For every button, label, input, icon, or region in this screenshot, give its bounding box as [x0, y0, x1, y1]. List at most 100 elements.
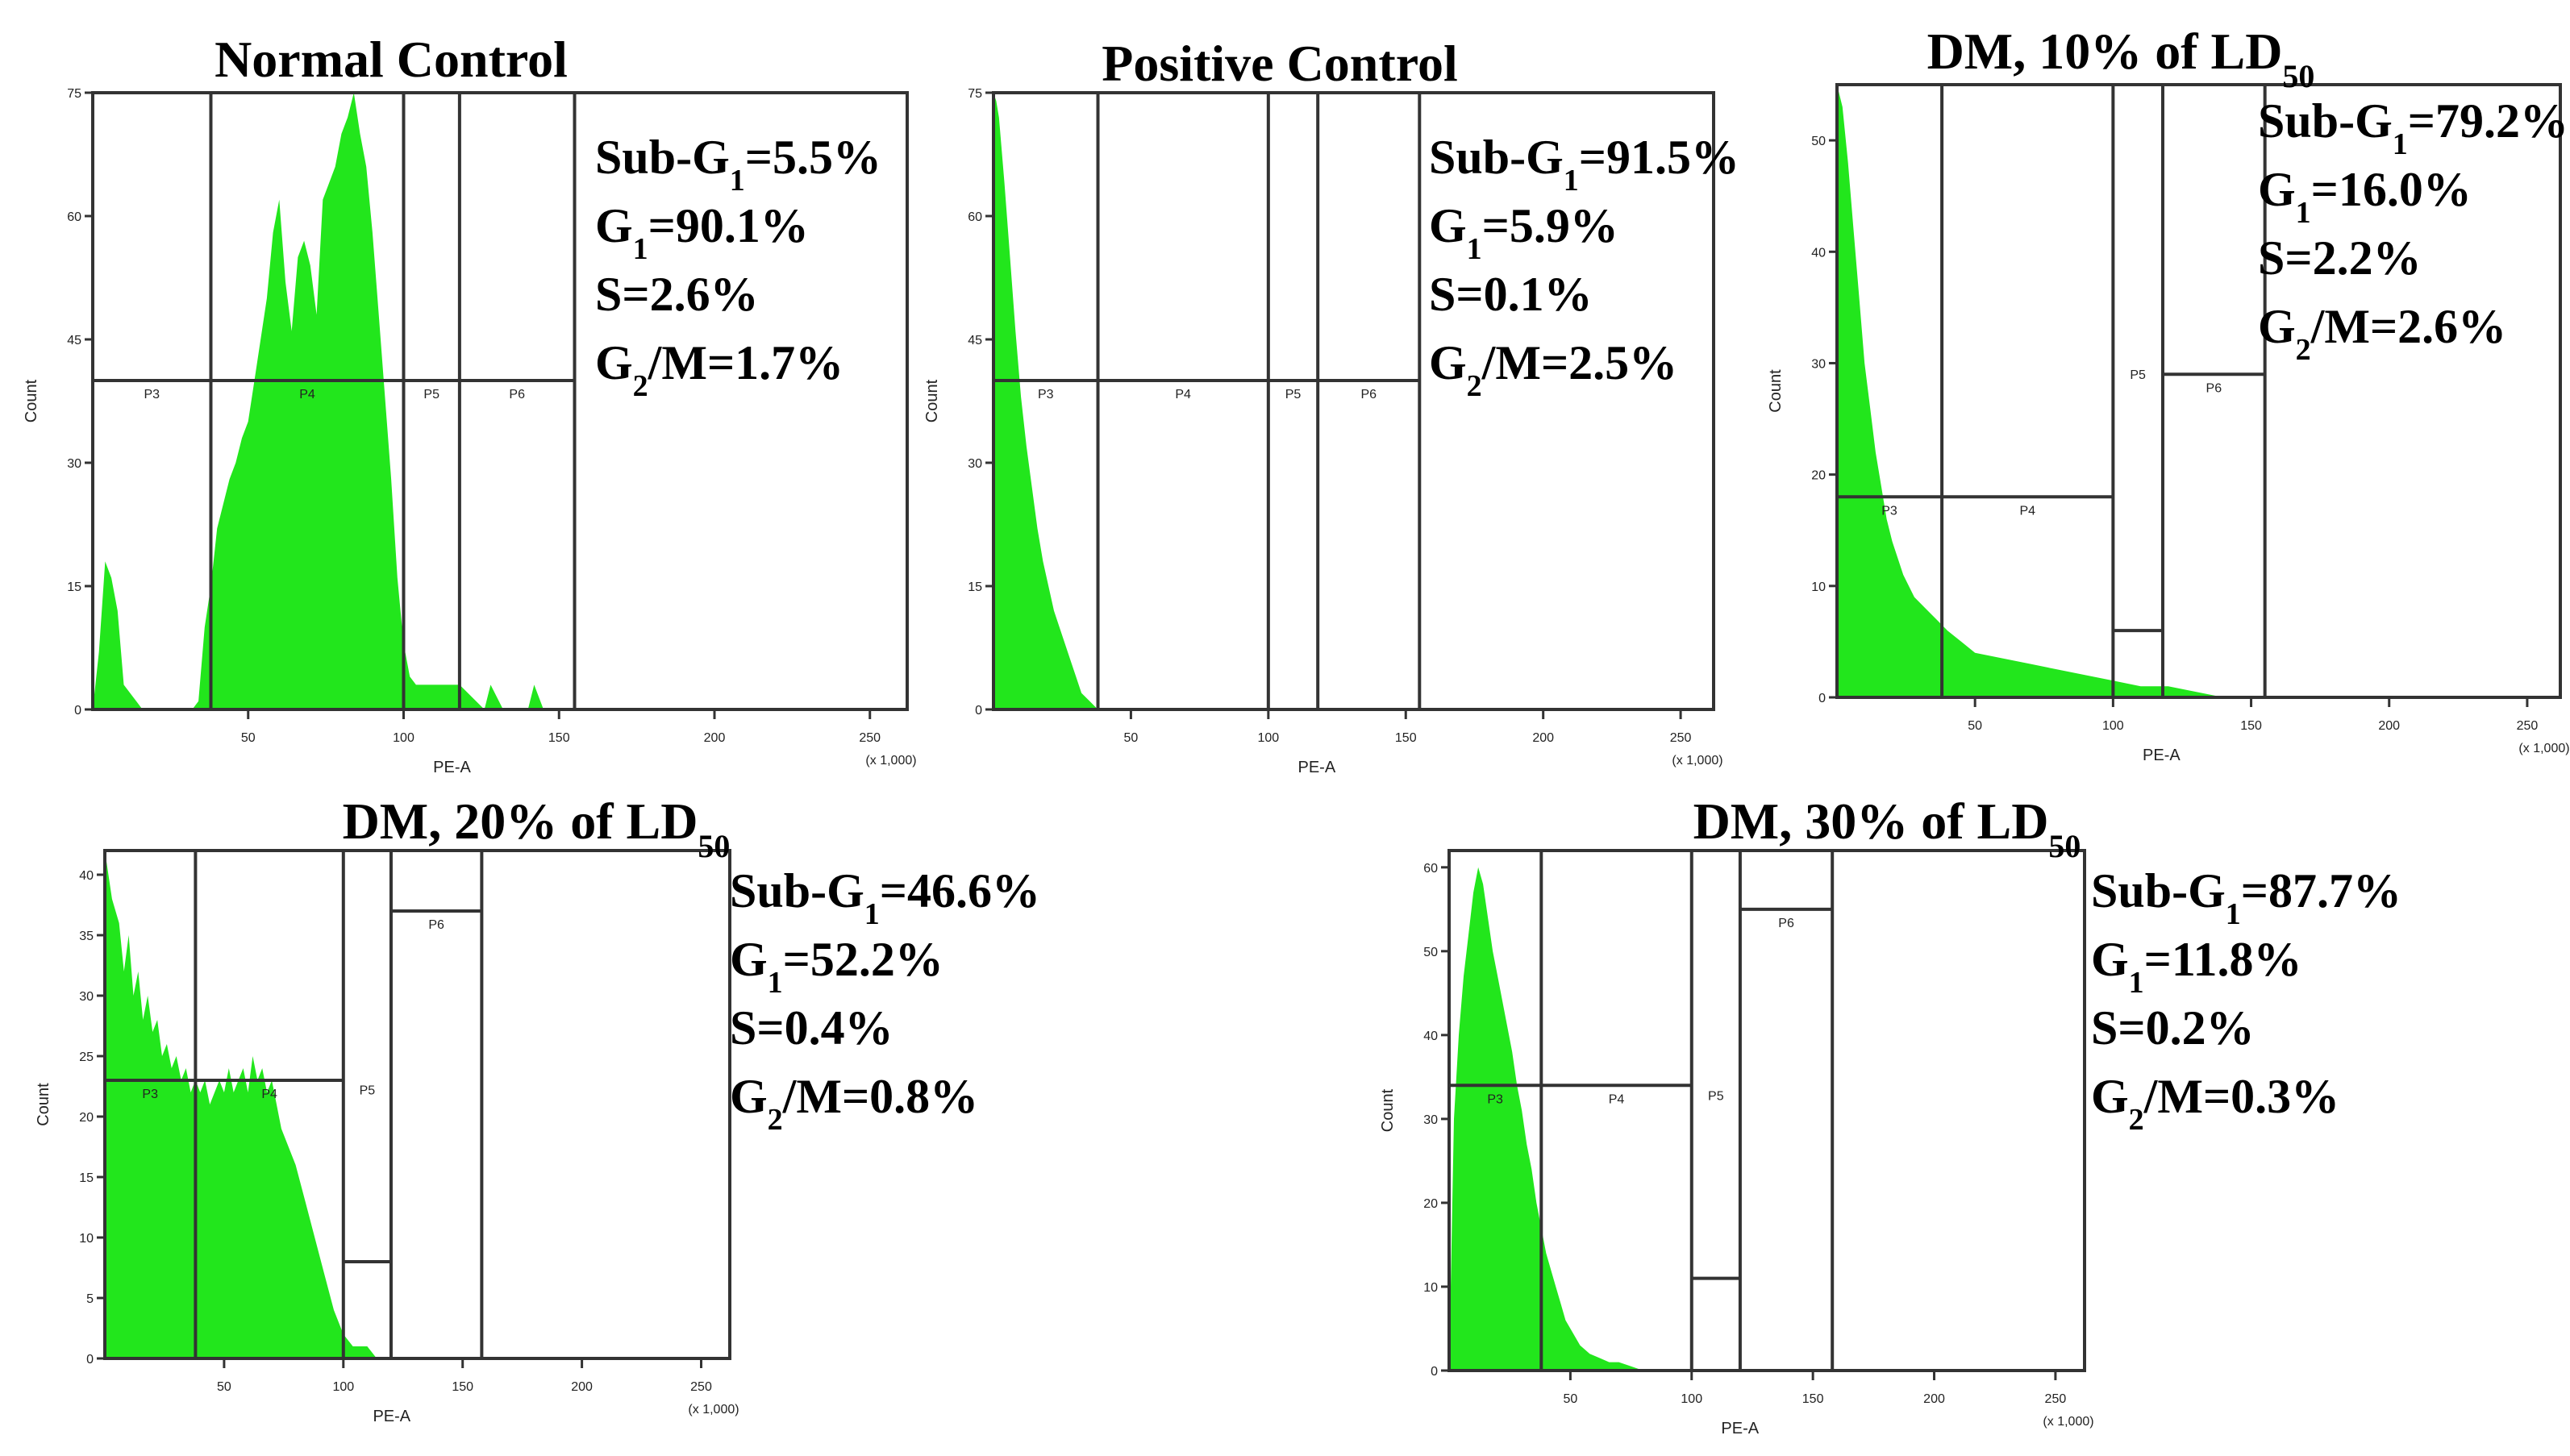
stat-value: =0.2% — [2118, 1001, 2254, 1055]
x-axis-unit: (x 1,000) — [2043, 1415, 2093, 1429]
x-tick-label: 150 — [1802, 1392, 1824, 1406]
y-tick-label: 60 — [1423, 862, 1438, 876]
y-tick-label: 30 — [67, 457, 81, 471]
gate-label: P5 — [360, 1084, 376, 1097]
y-tick-label: 10 — [1423, 1281, 1438, 1295]
stat-line: G1=90.1% — [595, 199, 809, 266]
y-tick-label: 15 — [79, 1171, 94, 1185]
x-axis-label: PE-A — [2143, 747, 2181, 764]
y-tick-label: 0 — [1818, 692, 1826, 705]
y-tick-label: 75 — [67, 87, 81, 101]
y-tick-label: 10 — [1811, 580, 1826, 594]
y-tick-label: 50 — [1423, 946, 1438, 959]
x-axis-unit: (x 1,000) — [1672, 754, 1722, 768]
y-tick-label: 15 — [968, 580, 982, 594]
stat-value: /M=2.6% — [2310, 300, 2507, 353]
gate-label: P4 — [2019, 504, 2035, 518]
panel-title: Positive Control — [1102, 35, 1457, 92]
x-axis-label: PE-A — [373, 1408, 410, 1425]
x-tick-label: 200 — [571, 1380, 593, 1394]
plot-frame — [992, 91, 1715, 711]
stat-value: /M=1.7% — [648, 336, 844, 389]
y-tick-label: 30 — [79, 990, 94, 1004]
stat-value: =87.7% — [2241, 864, 2401, 917]
stat-subscript: 1 — [2226, 897, 2241, 931]
stat-line: Sub-G1=5.5% — [595, 131, 881, 198]
x-tick-label: 50 — [1563, 1392, 1577, 1406]
stat-line: G2/M=1.7% — [595, 336, 843, 403]
x-tick-label: 50 — [1124, 731, 1139, 745]
gate-label: P3 — [1881, 504, 1897, 518]
stat-line: G1=52.2% — [730, 933, 943, 1000]
x-axis-label: PE-A — [1721, 1420, 1759, 1437]
stat-line: S=0.2% — [2091, 1001, 2255, 1055]
plot-frame — [1447, 849, 2086, 1372]
y-tick-label: 0 — [975, 704, 982, 718]
stat-line: S=0.4% — [730, 1001, 893, 1055]
stat-value: =11.8% — [2144, 933, 2302, 986]
y-tick-label: 30 — [1423, 1113, 1438, 1127]
stat-value: /M=2.5% — [1481, 336, 1678, 389]
stat-line: S=0.1% — [1429, 268, 1593, 321]
y-tick-label: 0 — [74, 704, 81, 718]
stat-value: =2.2% — [2285, 231, 2421, 285]
gate-label: P3 — [1487, 1092, 1503, 1106]
x-tick-label: 50 — [217, 1380, 231, 1394]
panel-title: Normal Control — [215, 31, 568, 88]
stat-subscript: 2 — [2129, 1103, 2144, 1137]
stat-value: =16.0% — [2311, 163, 2472, 216]
stat-subscript: 1 — [1564, 164, 1579, 198]
stat-value: =2.6% — [622, 268, 758, 321]
plot-frame — [1835, 83, 2562, 699]
stat-subscript: 1 — [1467, 232, 1482, 266]
y-tick-label: 20 — [79, 1111, 94, 1125]
stat-subscript: 1 — [730, 164, 745, 198]
y-tick-label: 45 — [67, 334, 81, 347]
x-axis-unit: (x 1,000) — [688, 1403, 739, 1416]
x-tick-label: 250 — [690, 1380, 712, 1394]
stat-value: =52.2% — [783, 933, 943, 986]
panel-title: DM, 20% of LD50 — [343, 792, 731, 864]
stat-line: Sub-G1=79.2% — [2258, 94, 2568, 161]
y-tick-label: 75 — [968, 87, 982, 101]
x-tick-label: 150 — [452, 1380, 473, 1394]
gate-label: P6 — [1778, 917, 1794, 930]
gate-label: P5 — [2130, 368, 2146, 382]
stat-value: =5.9% — [1482, 199, 1618, 252]
stat-subscript: 2 — [1467, 369, 1482, 403]
gate-label: P4 — [261, 1088, 277, 1101]
title-subscript: 50 — [2048, 828, 2081, 864]
gate-label: P6 — [1360, 388, 1377, 401]
plot-frame — [103, 849, 731, 1360]
stat-value: /M=0.3% — [2143, 1070, 2340, 1123]
stat-subscript: 1 — [864, 897, 880, 931]
stat-subscript: 2 — [768, 1103, 783, 1137]
x-tick-label: 100 — [2102, 719, 2124, 733]
panel-title: DM, 30% of LD50 — [1693, 792, 2081, 864]
y-tick-label: 10 — [79, 1232, 94, 1246]
gate-label: P6 — [2206, 381, 2222, 395]
gate-label: P5 — [423, 388, 439, 401]
y-tick-label: 30 — [1811, 357, 1826, 371]
x-tick-label: 150 — [548, 731, 570, 745]
x-axis-unit: (x 1,000) — [865, 754, 916, 768]
gate-label: P4 — [1609, 1092, 1625, 1106]
histogram-area — [1449, 867, 1643, 1371]
gate-label: P3 — [144, 388, 160, 401]
x-tick-label: 250 — [859, 731, 881, 745]
stat-line: G2/M=0.3% — [2091, 1070, 2339, 1137]
x-tick-label: 250 — [1670, 731, 1692, 745]
x-tick-label: 50 — [241, 731, 256, 745]
panel-1: P3 P4 P5 P6 50 100 150 200 250 0 15 30 45 60 75 PE-A (x … — [23, 31, 917, 776]
x-tick-label: 250 — [2045, 1392, 2067, 1406]
stat-value: =91.5% — [1579, 131, 1739, 184]
x-tick-label: 200 — [1923, 1392, 1945, 1406]
stat-value: /M=0.8% — [782, 1070, 979, 1123]
stat-value: =0.4% — [756, 1001, 893, 1055]
gate-label: P5 — [1285, 388, 1302, 401]
stat-value: =46.6% — [880, 864, 1040, 917]
